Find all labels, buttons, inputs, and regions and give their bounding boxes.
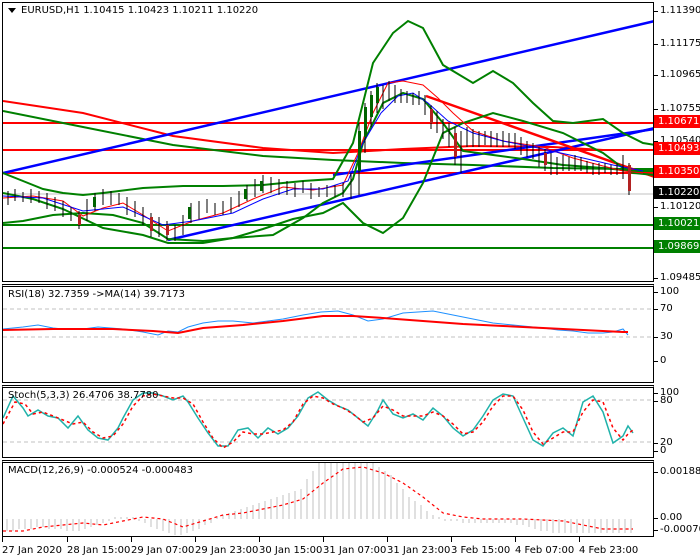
rsi-line — [3, 310, 629, 336]
time-tick: 31 Jan 07:00 — [323, 537, 386, 556]
candle-bodies — [93, 87, 379, 219]
stoch-tick: 100 — [654, 387, 679, 399]
stoch-tick: 0 — [654, 445, 666, 457]
time-axis[interactable]: 27 Jan 2020 28 Jan 15:00 29 Jan 07:00 29… — [0, 537, 654, 560]
stoch-axis: 100 80 20 0 — [654, 385, 700, 458]
macd-signal-line — [3, 466, 633, 532]
rsi-pane[interactable]: RSI(18) 32.7359 ->MA(14) 39.7173 — [2, 284, 654, 383]
symbol-ohlc-text: EURUSD,H1 1.10415 1.10423 1.10211 1.1022… — [21, 5, 259, 16]
resistance-price-label: 1.10350 — [654, 165, 700, 178]
time-tick: 29 Jan 07:00 — [131, 537, 194, 556]
macd-pane[interactable]: MACD(12,26,9) -0.000524 -0.000483 — [2, 460, 654, 537]
macd-tick: 0.00 — [654, 512, 682, 524]
stoch-tick: 80 — [654, 395, 673, 407]
stoch-d-line — [3, 393, 634, 449]
rsi-axis: 100 70 30 0 — [654, 284, 700, 383]
rsi-tick: 0 — [654, 355, 666, 367]
rsi-svg — [3, 308, 653, 338]
middle-trendline — [332, 128, 653, 177]
resistance-price-label: 1.10493 — [654, 142, 700, 155]
macd-label: MACD(12,26,9) -0.000524 -0.000483 — [8, 465, 193, 476]
stoch-label: Stoch(5,3,3) 26.4706 38.7780 — [8, 390, 159, 401]
bollinger-middle — [3, 91, 653, 243]
collapse-arrow-icon[interactable] — [8, 7, 16, 13]
bollinger-lower — [3, 111, 653, 244]
bollinger-upper — [3, 19, 653, 197]
resistance-price-label: 1.10671 — [654, 115, 700, 128]
rsi-tick: 30 — [654, 331, 673, 343]
time-tick: 29 Jan 23:00 — [195, 537, 258, 556]
main-pane-label: EURUSD,H1 1.10415 1.10423 1.10211 1.1022… — [8, 5, 258, 16]
stochastic-pane[interactable]: Stoch(5,3,3) 26.4706 38.7780 — [2, 385, 654, 458]
time-tick: 30 Jan 15:00 — [259, 537, 322, 556]
current-price-label: 1.10220 — [654, 186, 700, 199]
stoch-tick: 20 — [654, 437, 673, 449]
ma-slow-blue — [3, 92, 644, 226]
main-price-pane[interactable]: EURUSD,H1 1.10415 1.10423 1.10211 1.1022… — [2, 2, 654, 282]
macd-svg — [3, 463, 633, 535]
stoch-svg — [3, 391, 653, 449]
lower-trendline — [167, 127, 653, 242]
price-tick: 1.11175 — [654, 38, 700, 50]
price-axis[interactable]: 1.11390 1.11175 1.10965 1.10755 1.10540 … — [654, 2, 700, 284]
rsi-label: RSI(18) 32.7359 ->MA(14) 39.7173 — [8, 289, 185, 300]
price-tick: 1.10120 — [654, 201, 700, 213]
time-tick: 4 Feb 23:00 — [579, 537, 638, 556]
ma-fast-red — [3, 80, 644, 232]
rsi-ma-line — [3, 315, 628, 335]
rsi-tick: 100 — [654, 286, 679, 298]
price-tick: 1.09485 — [654, 272, 700, 284]
support-price-label: 1.10021 — [654, 217, 700, 230]
ma-long-green — [3, 110, 653, 170]
price-tick: 1.10965 — [654, 69, 700, 81]
macd-tick: 0.001883 — [654, 466, 700, 478]
time-tick: 4 Feb 07:00 — [515, 537, 574, 556]
time-tick: 31 Jan 23:00 — [387, 537, 450, 556]
time-tick: 28 Jan 15:00 — [67, 537, 130, 556]
price-tick: 1.10540 — [654, 135, 700, 147]
macd-histogram — [6, 463, 632, 535]
price-tick: 1.11390 — [654, 5, 700, 17]
macd-axis: 0.001883 0.00 -0.000702 — [654, 460, 700, 537]
time-tick: 27 Jan 2020 — [2, 537, 62, 556]
rsi-tick: 70 — [654, 303, 673, 315]
price-tick: 1.10755 — [654, 103, 700, 115]
candle-bodies-bear — [78, 109, 631, 235]
price-chart-svg — [3, 19, 653, 249]
upper-trendline — [3, 20, 653, 175]
time-tick: 3 Feb 15:00 — [451, 537, 510, 556]
support-price-label: 1.09869 — [654, 240, 700, 253]
stoch-k-line — [3, 391, 634, 447]
macd-tick: -0.000702 — [654, 524, 700, 536]
